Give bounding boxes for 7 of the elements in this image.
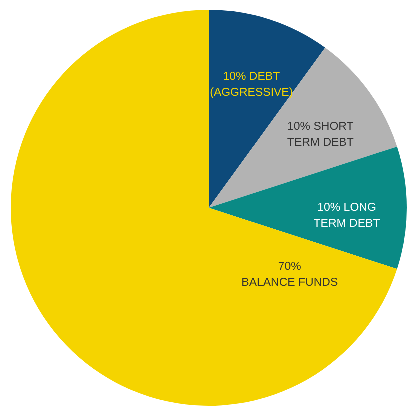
pie-slice bbox=[209, 146, 407, 270]
slice-label: BALANCE FUNDS bbox=[242, 276, 338, 289]
slice-label: 10% LONG TERM DEBT bbox=[314, 202, 380, 230]
pie-slice bbox=[11, 10, 398, 406]
data-label: 70% bbox=[278, 260, 302, 273]
slice-label: 10% DEBT (AGGRESSIVE) bbox=[210, 70, 294, 99]
slice-label: 10% SHORT TERM DEBT bbox=[287, 120, 354, 149]
